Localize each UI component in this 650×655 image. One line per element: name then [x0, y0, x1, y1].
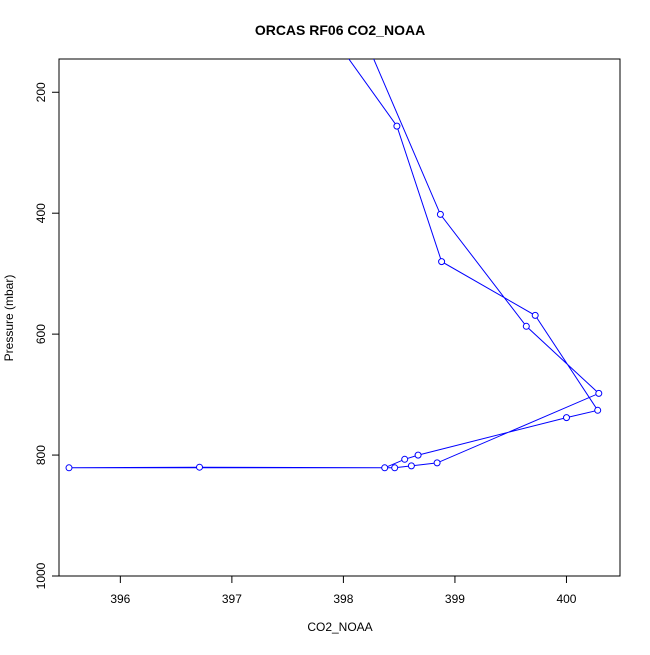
axes-layer: 396 397 398 399 400 200 400 600 800 1000 [34, 82, 577, 606]
x-tick-label: 396 [110, 592, 130, 606]
series-line [68, 59, 600, 469]
x-tick-label: 398 [333, 592, 353, 606]
y-tick-label: 800 [34, 445, 48, 465]
data-point [563, 414, 570, 422]
data-point [594, 406, 602, 414]
x-tick-label: 399 [445, 592, 465, 606]
data-point [414, 451, 422, 459]
data-point [196, 463, 203, 471]
data-point [531, 311, 539, 319]
data-point [438, 258, 446, 266]
x-axis-label: CO2_NOAA [307, 620, 372, 634]
data-point [391, 464, 399, 472]
data-point [522, 322, 530, 330]
plot-layer [65, 59, 603, 472]
data-point [393, 122, 401, 130]
x-tick-label: 400 [556, 592, 576, 606]
y-tick-label: 1000 [34, 562, 48, 589]
x-tick-label: 397 [222, 592, 242, 606]
data-point [436, 210, 444, 218]
data-point [433, 459, 441, 467]
data-point [65, 464, 73, 472]
y-tick-label: 400 [34, 203, 48, 223]
y-tick-label: 200 [34, 82, 48, 102]
chart-title: ORCAS RF06 CO2_NOAA [255, 22, 425, 38]
y-axis-label: Pressure (mbar) [2, 275, 16, 362]
data-point [401, 455, 409, 463]
data-point [407, 462, 415, 470]
y-tick-label: 600 [34, 324, 48, 344]
data-point [595, 389, 603, 397]
data-point [381, 464, 389, 472]
